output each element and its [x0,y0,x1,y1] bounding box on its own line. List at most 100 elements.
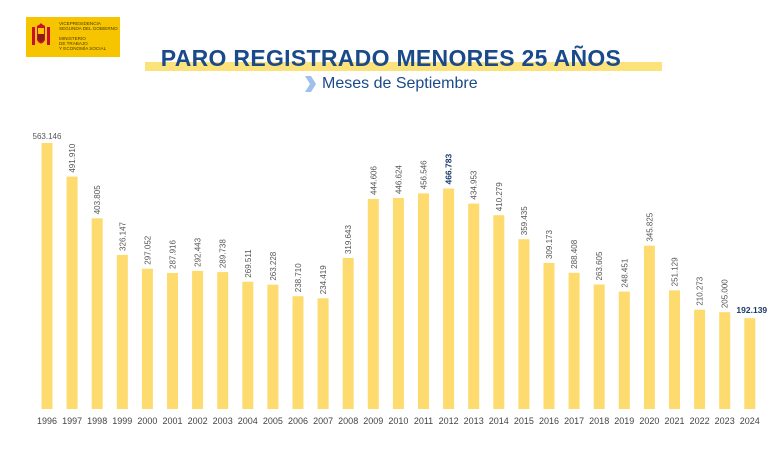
x-tick-label-2024: 2024 [740,416,760,426]
bar-1997 [66,176,78,409]
logo-line: SEGUNDA DEL GOBIERNO [59,26,118,32]
data-label-2023: 205.000 [721,279,730,308]
bar-2006 [292,296,304,409]
data-label-2024: 192.139 [736,305,767,315]
x-tick-label-2012: 2012 [439,416,459,426]
data-label-2014: 410.279 [495,182,504,211]
data-label-2006: 238.710 [294,263,303,292]
bar-2017 [568,272,580,409]
subtitle-row: Meses de Septiembre [303,74,478,94]
x-tick-label-2017: 2017 [564,416,584,426]
bar-2009 [367,199,379,409]
data-label-2004: 269.511 [244,249,253,278]
chevron-right-icon [305,76,316,92]
x-tick-label-2005: 2005 [263,416,283,426]
x-tick-label-2004: 2004 [238,416,258,426]
data-label-2016: 309.173 [545,229,554,258]
title-underline-band [145,62,662,71]
bar-2021 [669,290,680,409]
data-label-2002: 292.443 [194,237,203,266]
data-label-2010: 446.624 [394,165,403,194]
x-tick-label-2010: 2010 [388,416,408,426]
data-label-2018: 263.605 [595,251,604,280]
x-tick-label-1997: 1997 [62,416,82,426]
x-tick-label-2021: 2021 [664,416,684,426]
data-label-2005: 263.228 [269,251,278,280]
data-label-2003: 289.738 [219,239,228,268]
bar-2004 [242,281,254,409]
bar-1996 [41,143,53,409]
data-label-2017: 288.408 [570,239,579,268]
bar-2001 [167,273,178,409]
x-tick-label-2008: 2008 [338,416,358,426]
bar-2018 [593,284,605,409]
x-tick-label-2003: 2003 [213,416,233,426]
data-label-1996: 563.146 [33,132,62,141]
data-label-1998: 403.805 [93,185,102,214]
data-label-2000: 297.052 [143,235,152,264]
data-label-2021: 251.129 [671,257,680,286]
data-label-2019: 248.451 [620,258,629,287]
x-tick-label-2020: 2020 [639,416,659,426]
data-label-2022: 210.273 [696,276,705,305]
x-tick-label-2013: 2013 [464,416,484,426]
bar-2000 [141,268,153,409]
x-tick-label-2007: 2007 [313,416,333,426]
data-label-2012: 466.783 [444,154,454,185]
bar-2013 [468,203,480,409]
x-tick-label-2018: 2018 [589,416,609,426]
x-tick-label-2014: 2014 [489,416,509,426]
data-label-1999: 326.147 [118,221,127,250]
bar-2008 [342,258,354,409]
bar-2023 [719,312,731,409]
logo-line: VICEPRESIDENCIA [59,21,101,26]
bar-2010 [392,198,404,409]
data-label-2020: 345.825 [645,212,654,241]
data-label-2007: 234.419 [319,265,328,294]
x-tick-label-1996: 1996 [37,416,57,426]
x-tick-label-1998: 1998 [87,416,107,426]
bar-2002 [192,270,204,409]
bar-2003 [217,272,229,409]
spain-coat-of-arms-icon [32,23,50,45]
bar-2015 [518,239,530,409]
data-label-2013: 434.953 [470,170,479,199]
bar-2011 [418,193,429,409]
data-label-2009: 444.606 [369,166,378,195]
x-tick-label-2022: 2022 [690,416,710,426]
x-tick-label-2011: 2011 [414,416,433,426]
x-tick-label-2006: 2006 [288,416,308,426]
bar-1999 [116,254,128,409]
bar-2012 [443,188,455,409]
bar-1998 [91,218,103,409]
logo-line: MINISTERIO [59,35,86,41]
x-tick-label-2009: 2009 [363,416,383,426]
chart-title: PARO REGISTRADO MENORES 25 AÑOS [160,45,622,71]
x-tick-label-2015: 2015 [514,416,534,426]
bar-2007 [317,298,329,409]
bar-2019 [618,291,630,409]
data-label-2015: 359.435 [520,206,529,235]
bar-2022 [694,309,706,409]
logo-text: VICEPRESIDENCIA SEGUNDA DEL GOBIERNO MIN… [59,21,118,51]
x-tick-label-2019: 2019 [614,416,634,426]
chart-subtitle: Meses de Septiembre [322,75,478,92]
bar-2016 [543,263,555,409]
x-tick-label-1999: 1999 [112,416,132,426]
bar-2005 [267,284,279,409]
data-label-2011: 456.546 [420,160,429,189]
data-label-2001: 287.916 [169,240,178,269]
bar-2020 [643,245,655,409]
ministry-logo: VICEPRESIDENCIA SEGUNDA DEL GOBIERNO MIN… [26,17,120,57]
bar-2024 [744,318,756,409]
bar-2014 [493,215,505,409]
data-label-2008: 319.643 [344,225,353,254]
x-tick-label-2002: 2002 [188,416,208,426]
x-tick-label-2023: 2023 [715,416,735,426]
logo-line: DE TRABAJO [59,40,88,46]
logo-line: Y ECONOMÍA SOCIAL [59,46,107,52]
data-label-1997: 491.910 [68,143,77,172]
x-tick-label-2016: 2016 [539,416,559,426]
x-tick-label-2000: 2000 [137,416,157,426]
